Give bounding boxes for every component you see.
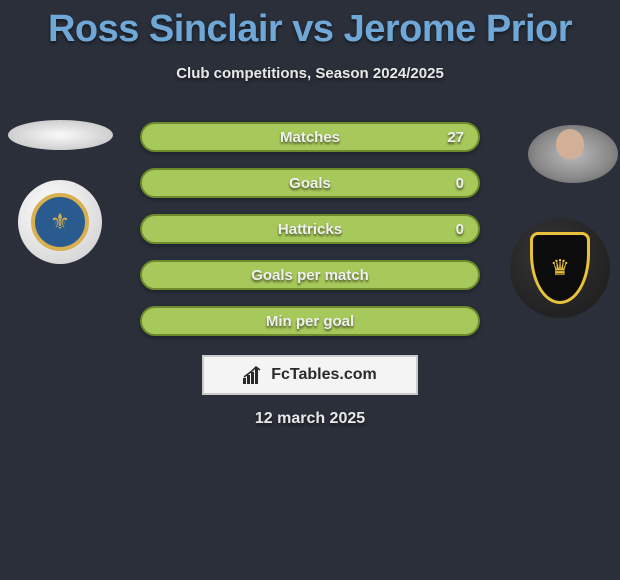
stat-label: Goals (142, 170, 478, 196)
subtitle: Club competitions, Season 2024/2025 (0, 65, 620, 82)
stat-value: 0 (456, 170, 464, 196)
watermark: FcTables.com (202, 355, 418, 395)
player-left-avatar (8, 120, 113, 150)
bars-chart-icon (243, 366, 265, 384)
club-right-avatar: ♛ (510, 218, 610, 318)
stat-label: Min per goal (142, 308, 478, 334)
stat-bar: Min per goal (140, 306, 480, 336)
stats-bars: Matches 27 Goals 0 Hattricks 0 Goals per… (140, 122, 480, 352)
stat-value: 0 (456, 216, 464, 242)
stat-bar: Hattricks 0 (140, 214, 480, 244)
stat-label: Goals per match (142, 262, 478, 288)
stat-bar: Matches 27 (140, 122, 480, 152)
player-right-avatar (528, 125, 618, 183)
date-label: 12 march 2025 (0, 410, 620, 428)
page-title: Ross Sinclair vs Jerome Prior (0, 0, 620, 51)
club-left-crest-icon: ⚜ (31, 193, 89, 251)
stat-value: 27 (447, 124, 464, 150)
watermark-text: FcTables.com (271, 366, 377, 384)
stat-bar: Goals 0 (140, 168, 480, 198)
stat-label: Matches (142, 124, 478, 150)
club-right-crest-icon: ♛ (530, 232, 590, 304)
stat-bar: Goals per match (140, 260, 480, 290)
stat-label: Hattricks (142, 216, 478, 242)
club-left-avatar: ⚜ (18, 180, 102, 264)
